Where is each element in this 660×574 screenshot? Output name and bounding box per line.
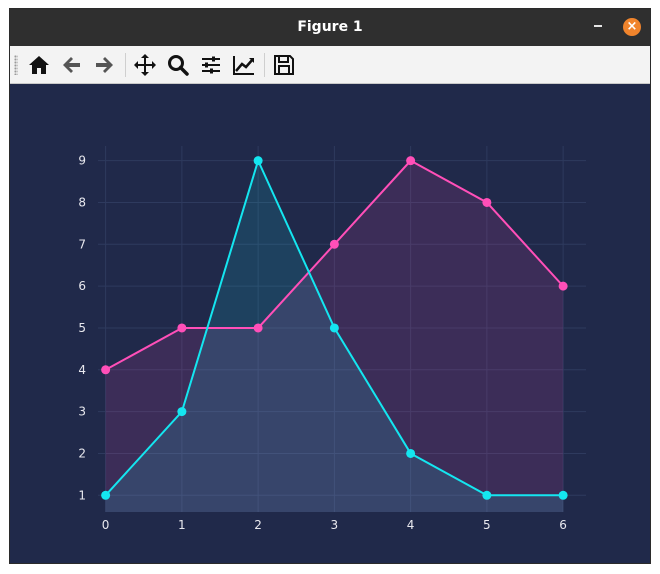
y-tick-label: 9: [78, 154, 86, 168]
toolbar-separator: [264, 53, 265, 77]
series-1-point: [558, 490, 568, 500]
series-1-point: [253, 156, 263, 166]
zoom-icon: [168, 55, 189, 76]
home-icon: [29, 56, 49, 74]
back-button[interactable]: [60, 53, 84, 77]
x-tick-label: 6: [559, 518, 567, 532]
figure-canvas: 0 1 2 3 4 5 6 1 2 3 4 5 6 7 8 9: [78, 146, 586, 532]
series-0-point: [177, 323, 187, 333]
figure-window: Figure 1 ×: [9, 8, 651, 564]
forward-arrow-icon: [96, 57, 113, 73]
save-icon: [274, 55, 294, 75]
series-0-point: [253, 323, 263, 333]
area-fills: [105, 160, 564, 512]
series-1-point: [329, 323, 339, 333]
toolbar-separator: [125, 53, 126, 77]
pan-icon: [134, 54, 156, 76]
y-tick-label: 7: [78, 237, 86, 251]
series-0-point: [482, 197, 492, 207]
x-tick-label: 2: [254, 518, 262, 532]
window-title: Figure 1: [297, 19, 363, 35]
series-1-point: [406, 448, 416, 458]
forward-button[interactable]: [92, 53, 116, 77]
x-tick-label: 3: [331, 518, 339, 532]
y-tick-label: 6: [78, 279, 86, 293]
series-0-area: [105, 160, 564, 512]
y-tick-label: 4: [78, 363, 86, 377]
x-tick-label: 0: [102, 518, 110, 532]
y-tick-label: 2: [78, 446, 86, 460]
title-bar: Figure 1 ×: [10, 9, 650, 46]
series-0-point: [558, 281, 568, 291]
series-0-point: [406, 156, 416, 166]
x-tick-label: 1: [178, 518, 186, 532]
zoom-button[interactable]: [166, 53, 190, 77]
toolbar-grip[interactable]: [14, 55, 18, 75]
minimize-button[interactable]: [594, 25, 602, 27]
series-1-point: [177, 407, 187, 417]
series-1-point: [482, 490, 492, 500]
series-1-point: [101, 490, 111, 500]
y-tick-labels: 1 2 3 4 5 6 7 8 9: [78, 154, 86, 503]
y-tick-label: 5: [78, 321, 86, 335]
home-button[interactable]: [27, 53, 51, 77]
data-points: [101, 156, 568, 500]
y-tick-label: 3: [78, 405, 86, 419]
y-tick-label: 8: [78, 195, 86, 209]
y-tick-label: 1: [78, 488, 86, 502]
save-button[interactable]: [272, 53, 296, 77]
edit-axis-icon: [233, 56, 254, 75]
series-1-area: [105, 160, 564, 512]
x-tick-labels: 0 1 2 3 4 5 6: [102, 518, 567, 532]
back-arrow-icon: [63, 57, 80, 73]
series-0-point: [329, 239, 339, 249]
x-tick-label: 5: [483, 518, 491, 532]
toolbar: [10, 46, 650, 84]
pan-button[interactable]: [133, 53, 157, 77]
close-button[interactable]: ×: [623, 18, 641, 36]
series-0-point: [101, 365, 111, 375]
edit-axis-button[interactable]: [232, 53, 256, 77]
configure-subplots-icon: [202, 56, 220, 74]
configure-subplots-button[interactable]: [199, 53, 223, 77]
x-tick-label: 4: [407, 518, 415, 532]
